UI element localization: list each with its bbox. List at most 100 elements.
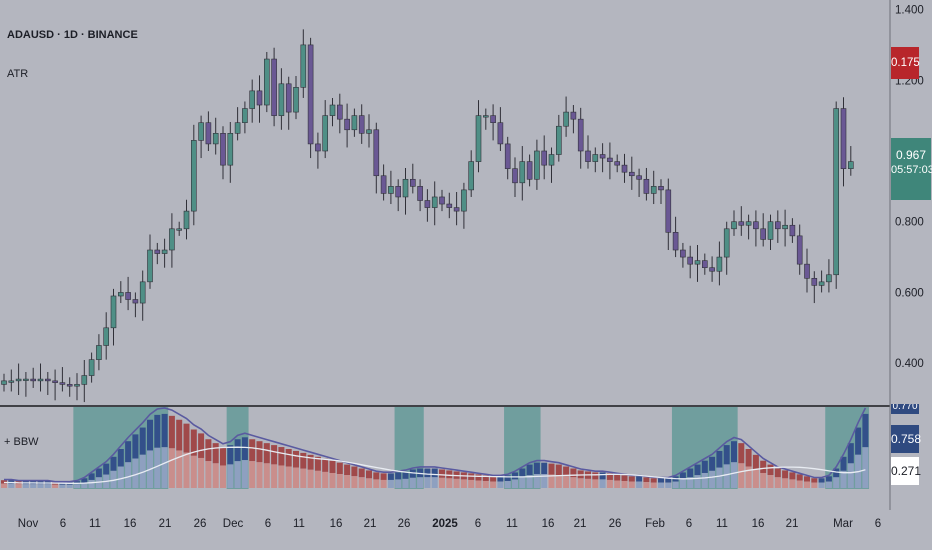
bbw-bar-base xyxy=(460,479,467,488)
bbw-bar xyxy=(767,464,774,476)
bbw-bar xyxy=(329,460,336,473)
bbw-bar xyxy=(139,427,146,455)
bbw-bar-base xyxy=(453,478,460,488)
bbw-bar xyxy=(373,472,380,480)
candle-down xyxy=(709,267,715,272)
candle-up xyxy=(782,224,788,230)
candle xyxy=(220,126,226,180)
bbw-bar xyxy=(314,456,321,471)
candle xyxy=(512,157,518,197)
bbw-bar xyxy=(745,449,752,467)
bbw-bar-base xyxy=(782,478,789,488)
candle-up xyxy=(351,115,358,131)
bbw-bar-base xyxy=(220,465,226,488)
candle xyxy=(118,281,124,304)
bbw-bar-base xyxy=(497,481,504,488)
bbw-bar-base xyxy=(380,479,387,488)
candle-up xyxy=(694,260,701,265)
candle-down xyxy=(672,232,679,251)
candle-down xyxy=(840,108,847,169)
bbw-bar xyxy=(643,477,650,483)
candle xyxy=(643,167,650,201)
bbw-bar-base xyxy=(30,484,37,488)
bbw-bar xyxy=(103,463,110,475)
bbw-bar-base xyxy=(490,481,497,488)
candle xyxy=(271,47,277,127)
bbw-bar xyxy=(731,441,737,463)
candle xyxy=(694,245,701,282)
time-tick-label: 6 xyxy=(60,518,66,530)
bbw-bar-base xyxy=(796,480,803,488)
atr-legend[interactable]: ATR xyxy=(7,68,29,80)
candle-down xyxy=(409,178,416,187)
time-tick-label: 11 xyxy=(293,518,305,530)
candle xyxy=(847,146,854,176)
candle-up xyxy=(468,161,475,191)
bbw-bar xyxy=(336,462,343,475)
candle xyxy=(555,114,562,162)
bbw-bar xyxy=(95,468,102,478)
symbol-legend[interactable]: ADAUSD · 1D · BINANCE xyxy=(7,29,138,41)
candle xyxy=(8,369,15,392)
bbw-bar-base xyxy=(628,481,635,488)
candle-down xyxy=(66,384,73,387)
bbw-legend[interactable]: + BBW xyxy=(4,436,39,448)
bbw-bar xyxy=(665,478,672,483)
candle xyxy=(315,132,321,169)
bbw-bar-base xyxy=(59,484,66,488)
bbw-bar-base xyxy=(417,477,424,488)
candle-up xyxy=(767,221,774,240)
bbw-bar xyxy=(344,464,351,476)
bbw-bar xyxy=(125,441,132,463)
price-tick-label: 0.400 xyxy=(895,358,924,370)
bbw-bar-base xyxy=(650,482,657,488)
bbw-bar-base xyxy=(52,484,59,488)
bbw-bar xyxy=(847,443,854,464)
bbw-bar-base xyxy=(767,475,774,488)
candle-up xyxy=(81,375,88,385)
candle-down xyxy=(541,150,548,166)
bbw-bar xyxy=(431,468,438,478)
candle-up xyxy=(745,221,752,226)
candle-up xyxy=(322,115,329,152)
candle-up xyxy=(534,150,540,180)
bbw-bar-base xyxy=(402,478,409,488)
candle xyxy=(811,271,818,304)
bbw-bar xyxy=(804,476,810,482)
candle xyxy=(242,101,248,134)
bbw-bar xyxy=(592,472,599,480)
candle xyxy=(358,104,365,144)
bbw-bar-base xyxy=(139,454,146,488)
candle-down xyxy=(285,83,292,113)
candle-down xyxy=(256,90,263,106)
candle xyxy=(607,142,613,180)
bbw-bar-base xyxy=(110,470,117,488)
bbw-bar-base xyxy=(570,477,577,488)
candle xyxy=(745,214,752,240)
candle-up xyxy=(74,384,80,387)
candle xyxy=(563,96,569,137)
bbw-bar-base xyxy=(738,463,745,488)
bbw-bar-base xyxy=(234,461,241,488)
candle xyxy=(599,143,606,173)
candle xyxy=(161,238,168,268)
candle xyxy=(526,154,533,187)
candle-up xyxy=(161,249,168,254)
candle-down xyxy=(643,178,650,194)
candle-up xyxy=(183,210,190,230)
candle-down xyxy=(497,122,504,145)
candle xyxy=(52,369,58,401)
candle xyxy=(212,117,219,155)
bbw-average-line xyxy=(4,446,866,484)
bbw-bar-base xyxy=(285,466,292,488)
candle xyxy=(592,147,599,173)
bbw-bar-base xyxy=(446,478,453,488)
bbw-bar xyxy=(716,450,723,468)
bbw-bar xyxy=(212,443,219,464)
candle xyxy=(548,147,555,183)
candle xyxy=(293,76,299,120)
candle-down xyxy=(789,224,796,237)
candle-down xyxy=(811,277,818,286)
time-tick-label: 16 xyxy=(124,518,137,530)
